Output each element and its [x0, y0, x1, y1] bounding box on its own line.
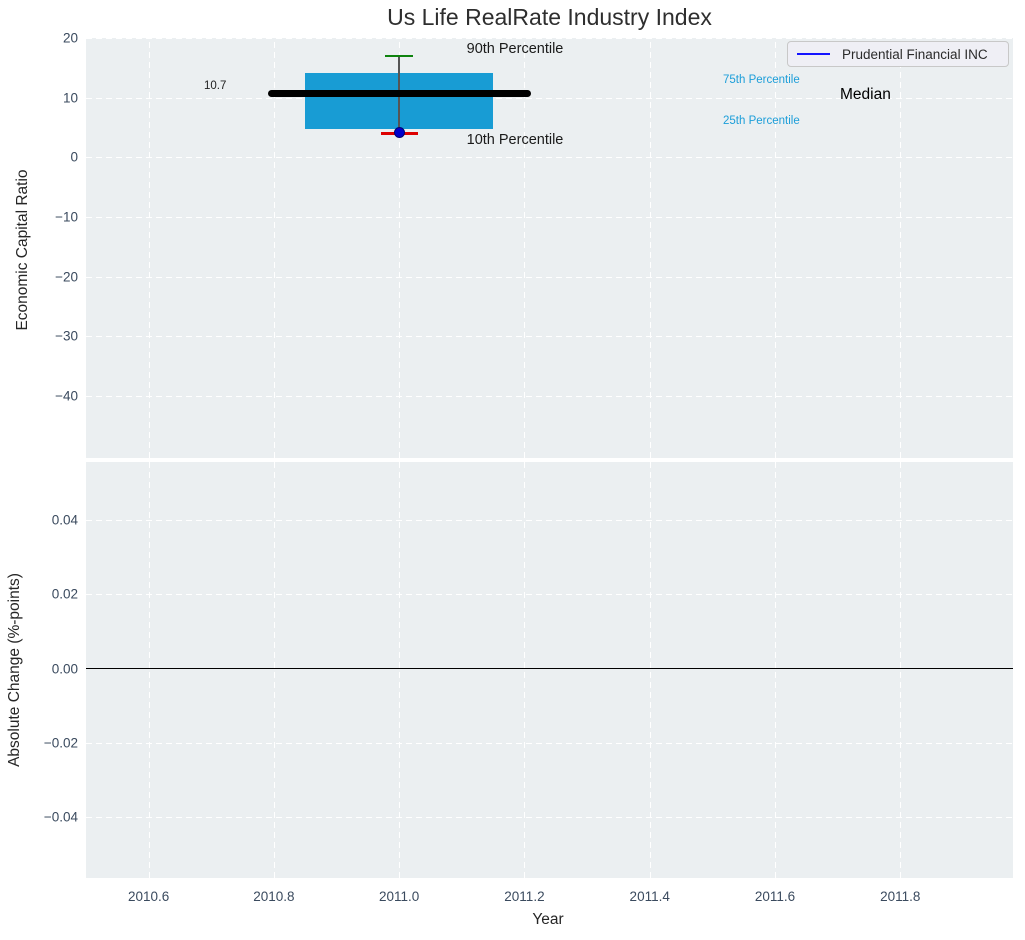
bottom-y-tick-label: 0.04: [51, 512, 78, 528]
median-value-annotation: 10.7: [204, 80, 227, 92]
gridline-horizontal: [86, 395, 1013, 397]
x-tick-label: 2011.4: [629, 889, 670, 904]
x-tick-label: 2011.2: [504, 889, 545, 904]
chart-title: Us Life RealRate Industry Index: [387, 4, 712, 30]
top-y-tick-label: 0: [70, 149, 78, 165]
p75-annotation: 75th Percentile: [723, 74, 800, 86]
top-y-tick-label: 10: [62, 89, 78, 105]
p25-annotation: 25th Percentile: [723, 115, 800, 127]
p90-annotation: 90th Percentile: [466, 41, 564, 57]
x-tick-label: 2010.8: [253, 889, 295, 904]
bottom-axes: [86, 462, 1013, 878]
gridline-vertical: [774, 462, 776, 878]
x-tick-label: 2011.0: [379, 889, 420, 904]
gridline-vertical: [774, 38, 776, 458]
gridline-vertical: [524, 38, 526, 458]
top-y-tick-label: 20: [62, 30, 78, 46]
bottom-y-tick-label: −0.04: [43, 808, 78, 824]
legend-line-sample-icon: [797, 52, 830, 56]
gridline-horizontal: [86, 38, 1013, 39]
top-axes: [86, 38, 1013, 458]
gridline-vertical: [399, 38, 401, 458]
median-line: [267, 89, 531, 97]
x-axis-label: Year: [532, 911, 564, 928]
top-y-tick-label: −30: [55, 328, 78, 344]
x-tick-label: 2011.8: [880, 889, 921, 904]
gridline-vertical: [148, 462, 150, 878]
legend: Prudential Financial INC: [787, 41, 1009, 67]
gridline-horizontal: [86, 97, 1013, 99]
gridline-vertical: [649, 462, 651, 878]
zero-line: [86, 667, 1013, 670]
gridline-vertical: [273, 462, 275, 878]
gridline-vertical: [148, 38, 150, 458]
median-annotation: Median: [840, 86, 891, 103]
company-point-marker: [393, 126, 405, 138]
p90-cap: [385, 54, 414, 58]
gridline-horizontal: [86, 816, 1013, 818]
bottom-y-tick-label: 0.00: [51, 660, 78, 676]
legend-label: Prudential Financial INC: [842, 46, 988, 62]
gridline-vertical: [900, 462, 902, 878]
bottom-y-tick-label: −0.02: [43, 734, 78, 750]
top-y-tick-label: −40: [55, 388, 78, 404]
gridline-horizontal: [86, 520, 1013, 522]
gridline-horizontal: [86, 742, 1013, 744]
top-y-tick-label: −20: [55, 268, 78, 284]
gridline-vertical: [649, 38, 651, 458]
gridline-horizontal: [86, 336, 1013, 338]
top-y-axis-label: Economic Capital Ratio: [14, 169, 31, 331]
gridline-horizontal: [86, 276, 1013, 278]
x-tick-label: 2010.6: [127, 889, 170, 904]
gridline-vertical: [900, 38, 902, 458]
gridline-vertical: [273, 38, 275, 458]
gridline-vertical: [399, 462, 401, 878]
gridline-horizontal: [86, 594, 1013, 596]
gridline-horizontal: [86, 157, 1013, 159]
gridline-vertical: [524, 462, 526, 878]
top-y-tick-label: −10: [55, 209, 78, 225]
bottom-y-tick-label: 0.02: [51, 586, 78, 602]
p10-annotation: 10th Percentile: [466, 132, 564, 148]
gridline-horizontal: [86, 216, 1013, 218]
x-tick-label: 2011.6: [754, 889, 796, 904]
